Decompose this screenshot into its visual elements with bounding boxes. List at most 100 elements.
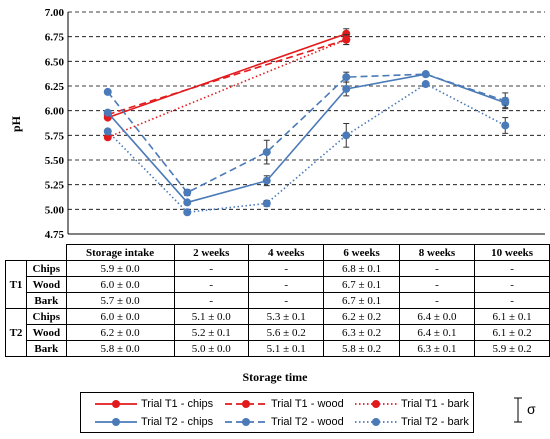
- table-row: Wood 6.2 ± 0.0 5.2 ± 0.1 5.6 ± 0.2 6.3 ± 0.2…: [6, 324, 550, 341]
- table-cell: 6.3 ± 0.1: [398, 340, 476, 357]
- y-tick-labels: 4.75 5.00 5.25 5.50 5.75 6.00 6.25 6.50 6.75 7.00: [45, 7, 65, 241]
- data-point: [342, 84, 351, 93]
- data-point: [183, 188, 192, 197]
- data-point: [262, 148, 271, 157]
- table-cell: 5.0 ± 0.0: [173, 340, 250, 357]
- y-tick-label: 6.25: [45, 81, 65, 93]
- y-tick-label: 7.00: [45, 7, 65, 19]
- legend-entry: Trial T2 - wood: [225, 414, 344, 430]
- table-cell: 6.2 ± 0.0: [65, 324, 175, 341]
- table-cell: 6.7 ± 0.1: [323, 292, 400, 309]
- data-point: [421, 70, 430, 79]
- table-cell: 5.9 ± 0.0: [65, 260, 175, 277]
- data-point: [342, 73, 351, 82]
- legend-marker: [225, 418, 267, 426]
- table-cell: -: [173, 292, 250, 309]
- data-table: Storage intake 2 weeks 4 weeks 6 weeks 8 wee…: [4, 244, 550, 357]
- legend-marker: [95, 418, 137, 426]
- y-axis-label: pH: [9, 115, 23, 132]
- x-axis-label: Storage time: [242, 370, 308, 384]
- series-line: [107, 73, 506, 194]
- column-header: 8 weeks: [398, 244, 476, 261]
- table-corner: [6, 245, 67, 261]
- table-cell: -: [474, 276, 550, 293]
- table-cell: 6.0 ± 0.0: [65, 276, 175, 293]
- y-tick-label: 5.75: [45, 130, 65, 142]
- series-line: [107, 38, 347, 116]
- row-label: Chips: [26, 260, 67, 277]
- table-cell: -: [474, 292, 550, 309]
- table-cell: 6.2 ± 0.2: [323, 308, 400, 325]
- y-tick-label: 6.75: [45, 32, 65, 44]
- table-cell: -: [247, 260, 325, 277]
- table-cell: 5.7 ± 0.0: [65, 292, 175, 309]
- table-row: Bark 5.7 ± 0.0- -6.7 ± 0.1- -: [6, 292, 550, 309]
- row-label: Bark: [26, 292, 67, 309]
- trial-group-label: T2: [4, 308, 28, 357]
- series-4: [103, 70, 510, 207]
- data-point: [183, 198, 192, 207]
- table-cell: 6.1 ± 0.1: [474, 308, 550, 325]
- legend-entry: Trial T2 - bark: [355, 414, 469, 430]
- column-header: 2 weeks: [173, 244, 250, 261]
- chart-plot: 4.75 5.00 5.25 5.50 5.75 6.00 6.25 6.50 6.75 7.00…: [9, 7, 545, 241]
- legend-entry: Trial T1 - chips: [95, 396, 213, 412]
- legend: Trial T1 - chips Trial T1 - wood Trial T1 …: [80, 392, 474, 433]
- table-cell: 6.0 ± 0.0: [65, 308, 175, 325]
- legend-label: Trial T1 - chips: [141, 398, 214, 410]
- table-row: Bark 5.8 ± 0.0 5.0 ± 0.0 5.1 ± 0.1 5.8 ± 0.2…: [6, 340, 550, 357]
- legend-label: Trial T2 - chips: [141, 416, 214, 428]
- table-cell: 6.1 ± 0.2: [474, 324, 550, 341]
- table-cell: -: [247, 292, 325, 309]
- table-cell: 6.3 ± 0.2: [323, 324, 400, 341]
- column-header: 4 weeks: [247, 244, 325, 261]
- data-point: [103, 87, 112, 96]
- legend-entry: Trial T1 - bark: [355, 396, 469, 412]
- y-tick-label: 5.50: [45, 155, 65, 167]
- legend-entry: Trial T2 - chips: [95, 414, 213, 430]
- sigma-indicator: σ: [512, 396, 546, 426]
- series-line: [107, 83, 506, 214]
- row-label: Bark: [26, 340, 67, 357]
- table-cell: 5.9 ± 0.2: [474, 340, 550, 357]
- table-cell: -: [398, 260, 476, 277]
- table-cell: 6.4 ± 0.0: [398, 308, 476, 325]
- table-cell: -: [474, 260, 550, 277]
- series-3: [103, 34, 351, 142]
- legend-label: Trial T1 - wood: [271, 398, 344, 410]
- y-tick-label: 6.50: [45, 56, 65, 68]
- table-row: Wood 6.0 ± 0.0- -6.7 ± 0.1- -: [6, 276, 550, 293]
- data-point: [103, 127, 112, 136]
- legend-marker: [95, 400, 137, 408]
- series-5: [103, 70, 510, 197]
- table-cell: -: [173, 276, 250, 293]
- series-line: [107, 73, 506, 204]
- trial-group-label: T1: [4, 260, 28, 309]
- legend-marker: [355, 400, 397, 408]
- data-point: [501, 96, 510, 105]
- table-cell: 6.4 ± 0.1: [398, 324, 476, 341]
- series-6: [103, 80, 510, 217]
- table-cell: 5.6 ± 0.2: [247, 324, 325, 341]
- data-point: [501, 121, 510, 130]
- y-tick-label: 5.25: [45, 180, 65, 192]
- row-label: Wood: [26, 276, 67, 293]
- table-cell: -: [398, 292, 476, 309]
- error-bar-icon: [514, 397, 522, 423]
- table-cell: -: [173, 260, 250, 277]
- table-cell: 6.8 ± 0.1: [323, 260, 400, 277]
- table-cell: 5.8 ± 0.0: [65, 340, 175, 357]
- data-point: [342, 29, 351, 38]
- series-line: [107, 32, 347, 119]
- table-row: T1 Chips 5.9 ± 0.0- -6.8 ± 0.1- -: [4, 260, 550, 309]
- legend-label: Trial T1 - bark: [401, 398, 469, 410]
- column-header: 10 weeks: [474, 244, 550, 261]
- column-header: Storage intake: [65, 244, 175, 261]
- y-tick-label: 4.75: [45, 229, 65, 241]
- gridlines: [68, 11, 545, 235]
- data-point: [262, 176, 271, 185]
- table-cell: 5.2 ± 0.1: [173, 324, 250, 341]
- data-point: [103, 133, 112, 142]
- legend-entry: Trial T1 - wood: [225, 396, 344, 412]
- y-tick-label: 5.00: [45, 204, 65, 216]
